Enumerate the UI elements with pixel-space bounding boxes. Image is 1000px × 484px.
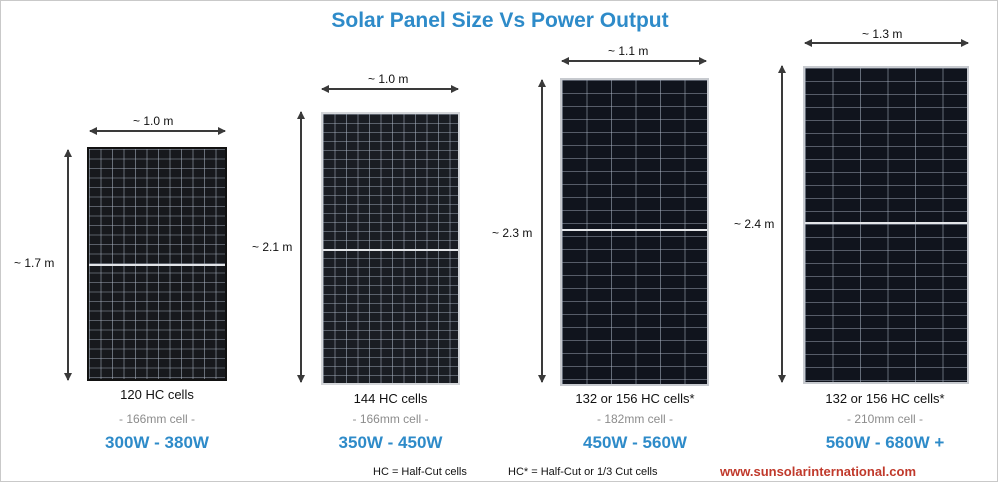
legend-hc: HC = Half-Cut cells xyxy=(373,466,467,478)
panel-4-power: 560W - 680W + xyxy=(825,433,945,452)
panel-3-height-label: ~ 2.3 m xyxy=(492,226,533,240)
solar-panel-2 xyxy=(321,112,460,385)
panel-1-power: 300W - 380W xyxy=(105,433,209,452)
panel-2-height-label: ~ 2.1 m xyxy=(252,240,293,254)
solar-panel-3 xyxy=(560,78,709,386)
panel-4-width-label: ~ 1.3 m xyxy=(862,27,903,41)
panel-4-height-label: ~ 2.4 m xyxy=(734,217,775,231)
panel-3-cell-size: - 182mm cell - xyxy=(596,412,673,426)
solar-panel-4 xyxy=(803,66,969,384)
panel-1-width-label: ~ 1.0 m xyxy=(133,114,174,128)
panel-1-height-label: ~ 1.7 m xyxy=(14,256,55,270)
figure-title: Solar Panel Size Vs Power Output xyxy=(331,9,669,32)
panel-2-cells: 144 HC cells xyxy=(353,391,428,406)
panel-1-cells: 120 HC cells xyxy=(120,387,194,402)
legend-hc-star: HC* = Half-Cut or 1/3 Cut cells xyxy=(508,466,658,478)
panel-3-cells: 132 or 156 HC cells* xyxy=(575,391,695,406)
panel-3-power: 450W - 560W xyxy=(583,433,687,452)
panel-2-width-label: ~ 1.0 m xyxy=(368,72,409,86)
solar-panel-1 xyxy=(87,147,227,381)
panel-1-cell-size: - 166mm cell - xyxy=(118,412,195,426)
website-link[interactable]: www.sunsolarinternational.com xyxy=(720,464,916,479)
panel-2-cell-size: - 166mm cell - xyxy=(352,412,429,426)
panel-4-cell-size: - 210mm cell - xyxy=(846,412,923,426)
panel-2-power: 350W - 450W xyxy=(338,433,443,452)
panel-3-width-label: ~ 1.1 m xyxy=(608,44,649,58)
panel-4-cells: 132 or 156 HC cells* xyxy=(825,391,945,406)
